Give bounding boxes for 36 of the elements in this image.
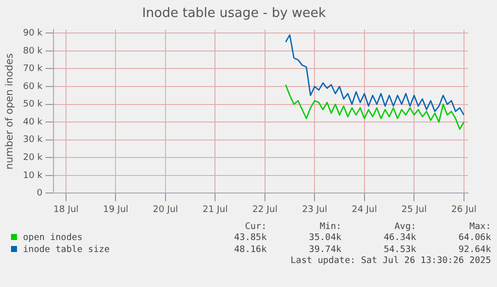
y-tick-label: 40 k (22, 117, 44, 128)
text: Max: (468, 222, 492, 232)
y-tick-label: 70 k (22, 64, 44, 74)
chart-title: Inode table usage - by week (142, 6, 326, 22)
y-tick-label: 20 k (22, 152, 44, 163)
x-tick-label: 18 Jul (53, 204, 79, 215)
y-axis-title: number of open inodes (4, 53, 16, 170)
y-tick-label: 80 k (22, 46, 44, 56)
y-tick-label: 50 k (22, 100, 44, 110)
text: 48.16k (233, 244, 268, 256)
x-tick-label: 20 Jul (152, 204, 178, 215)
x-tick-label: 19 Jul (103, 204, 128, 215)
text: 54.53k (382, 244, 418, 256)
text: 46.34k (382, 232, 418, 244)
x-tick-label: 25 Jul (402, 204, 427, 215)
text: Min: (318, 222, 342, 232)
text: 39.74k (308, 244, 342, 256)
text: Last update: Sat Jul 26 13:30:26 2025 (290, 256, 492, 266)
y-tick-label: 90 k (22, 28, 44, 38)
y-tick-label: 30 k (22, 135, 44, 146)
x-tick-label: 23 Jul (302, 204, 328, 215)
legend-label: open inodes (22, 232, 84, 244)
text: Avg: (394, 222, 418, 232)
y-tick-label: 0 (36, 188, 43, 199)
text: 92.64k (457, 244, 492, 256)
text: 64.06k (457, 232, 492, 244)
y-tick-label: 60 k (22, 82, 44, 92)
x-tick-label: 24 Jul (352, 204, 377, 215)
text: Cur: (244, 222, 268, 232)
x-tick-label: 26 Jul (451, 204, 476, 215)
y-tick-label: 10 k (22, 170, 44, 181)
text: 43.85k (233, 232, 268, 244)
x-tick-label: 21 Jul (202, 204, 228, 215)
text: 35.04k (308, 232, 342, 244)
x-tick-label: 22 Jul (252, 204, 278, 215)
legend-label: inode table size (22, 244, 111, 256)
